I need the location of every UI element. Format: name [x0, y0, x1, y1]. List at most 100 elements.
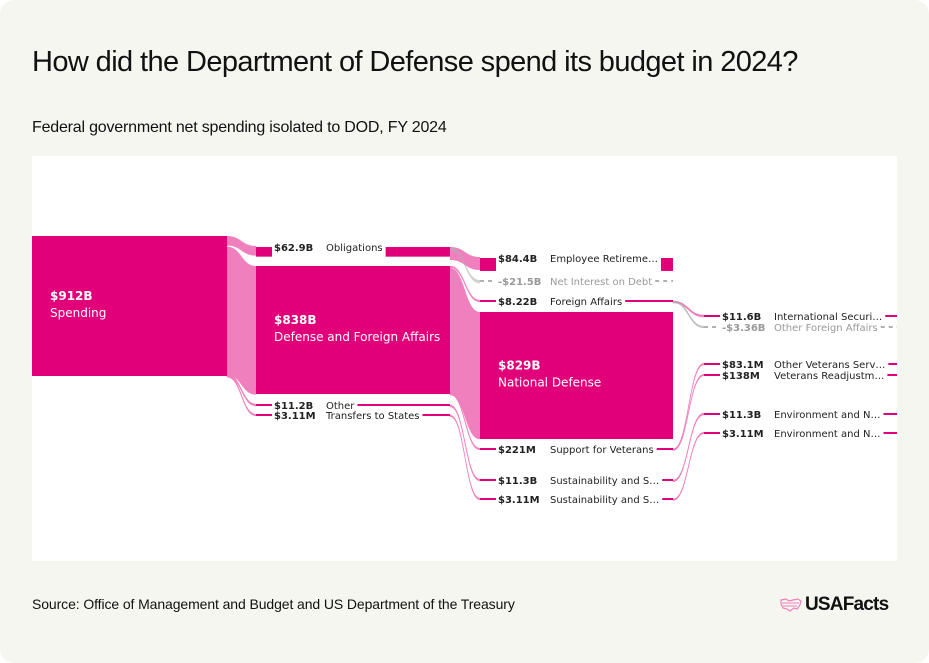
node-name-label: International Securi…	[774, 312, 882, 323]
node-bar-tail	[883, 413, 897, 415]
node-value-label: $221M	[498, 445, 536, 456]
brand-name: USAFacts	[805, 594, 889, 615]
node-value-label: $3.11M	[722, 429, 764, 440]
node-name-label: Sustainability and S…	[550, 476, 659, 487]
us-map-flag-icon	[780, 598, 802, 612]
sankey-node-otherforeign[interactable]: -$3.36B Other Foreign Affairs	[704, 323, 897, 334]
node-bar[interactable]	[256, 414, 272, 416]
sankey-node-otherveterans[interactable]: $83.1M Other Veterans Serv…	[704, 360, 897, 371]
sankey-node-sust1[interactable]: $11.3B Sustainability and S…	[480, 476, 673, 487]
node-bar[interactable]	[704, 315, 720, 317]
sankey-node-interest[interactable]: -$21.5B Net Interest on Debt	[480, 277, 673, 288]
node-value-label: $62.9B	[274, 243, 313, 254]
node-bar[interactable]	[480, 479, 496, 481]
node-bar-tail	[662, 479, 673, 481]
sankey-link[interactable]	[672, 362, 705, 451]
node-name-label: Other Veterans Serv…	[774, 360, 885, 371]
sankey-node-other[interactable]: $11.2B Other	[256, 401, 450, 412]
node-name-label: Veterans Readjustm…	[774, 371, 884, 382]
node-value-label: -$3.36B	[722, 323, 765, 334]
sankey-link[interactable]	[672, 431, 705, 501]
sankey-node-vetreadj[interactable]: $138M Veterans Readjustm…	[704, 371, 897, 382]
node-value-label: $3.11M	[274, 411, 316, 422]
node-value-label: $138M	[722, 371, 760, 382]
node-bar[interactable]	[256, 404, 272, 406]
node-bar-tail	[422, 414, 450, 416]
node-name-label: National Defense	[498, 376, 601, 390]
node-value-label: $11.6B	[722, 312, 761, 323]
node-bar[interactable]	[704, 413, 720, 415]
node-value-label: $8.22B	[498, 297, 537, 308]
node-value-label: $829B	[498, 359, 541, 373]
sankey-node-env1[interactable]: $11.3B Environment and N…	[704, 410, 897, 421]
node-bar-tail	[887, 374, 897, 376]
node-name-label: Other Foreign Affairs	[774, 323, 878, 334]
node-bar-tail	[385, 247, 450, 257]
sankey-link[interactable]	[227, 236, 256, 256]
node-name-label: Defense and Foreign Affairs	[274, 330, 440, 344]
chart-subtitle: Federal government net spending isolated…	[32, 119, 447, 136]
node-bar[interactable]	[480, 448, 496, 450]
node-value-label: $912B	[50, 289, 93, 303]
node-bar[interactable]	[32, 236, 227, 376]
node-bar[interactable]	[256, 247, 272, 257]
sankey-nodes: $912B Spending $62.9B Obligations $838B Defen…	[32, 236, 897, 506]
node-value-label: $84.4B	[498, 254, 537, 265]
sankey-node-veterans[interactable]: $221M Support for Veterans	[480, 445, 673, 456]
node-bar-tail	[357, 404, 450, 406]
node-name-label: Spending	[50, 306, 106, 320]
node-name-label: Net Interest on Debt	[550, 277, 652, 288]
node-bar[interactable]	[480, 258, 496, 271]
sankey-node-dfa[interactable]: $838B Defense and Foreign Affairs	[256, 266, 450, 394]
sankey-node-foreign[interactable]: $8.22B Foreign Affairs	[480, 297, 673, 308]
node-value-label: $83.1M	[722, 360, 764, 371]
node-bar-tail	[662, 498, 673, 500]
node-name-label: Transfers to States	[325, 411, 420, 422]
node-name-label: Environment and N…	[774, 410, 881, 421]
node-name-label: Foreign Affairs	[550, 297, 622, 308]
node-value-label: $11.3B	[722, 410, 761, 421]
node-bar[interactable]	[704, 363, 720, 365]
node-bar[interactable]	[480, 312, 673, 439]
node-bar[interactable]	[256, 266, 450, 394]
sankey-link[interactable]	[672, 373, 705, 451]
sankey-node-transfers[interactable]: $3.11M Transfers to States	[256, 411, 450, 422]
node-bar[interactable]	[704, 432, 720, 434]
sankey-node-intlsec[interactable]: $11.6B International Securi…	[704, 312, 897, 323]
node-name-label: Employee Retireme…	[550, 254, 658, 265]
sankey-plot-area: $912B Spending $62.9B Obligations $838B Defen…	[32, 156, 897, 561]
sankey-link[interactable]	[450, 247, 480, 284]
node-bar-tail	[885, 315, 897, 317]
sankey-link[interactable]	[227, 246, 256, 395]
node-bar-tail	[656, 448, 673, 450]
node-value-label: $838B	[274, 313, 317, 327]
sankey-node-natdef[interactable]: $829B National Defense	[480, 312, 673, 439]
node-name-label: Environment and N…	[774, 429, 881, 440]
chart-title: How did the Department of Defense spend …	[32, 46, 798, 78]
sankey-node-env2[interactable]: $3.11M Environment and N…	[704, 429, 897, 440]
node-value-label: $11.3B	[498, 476, 537, 487]
node-bar[interactable]	[480, 498, 496, 500]
node-value-label: $3.11M	[498, 495, 540, 506]
node-bar-tail	[661, 258, 673, 271]
node-name-label: Other	[326, 401, 355, 412]
source-note: Source: Office of Management and Budget …	[32, 596, 515, 612]
node-bar[interactable]	[480, 300, 496, 302]
node-bar-tail	[883, 432, 897, 434]
brand-logo[interactable]: USAFacts	[780, 593, 889, 617]
node-name-label: Support for Veterans	[550, 445, 654, 456]
sankey-link[interactable]	[450, 268, 480, 440]
sankey-links	[226, 236, 705, 501]
node-name-label: Obligations	[326, 243, 383, 254]
sankey-node-spending[interactable]: $912B Spending	[32, 236, 227, 376]
node-bar[interactable]	[704, 374, 720, 376]
node-bar-tail	[888, 363, 897, 365]
node-value-label: $11.2B	[274, 401, 313, 412]
sankey-node-sust2[interactable]: $3.11M Sustainability and S…	[480, 495, 673, 506]
sankey-node-retirement[interactable]: $84.4B Employee Retireme…	[480, 254, 673, 271]
sankey-node-obligations[interactable]: $62.9B Obligations	[256, 243, 450, 257]
sankey-svg: $912B Spending $62.9B Obligations $838B Defen…	[32, 236, 897, 506]
node-bar-tail	[625, 300, 673, 302]
node-name-label: Sustainability and S…	[550, 495, 659, 506]
